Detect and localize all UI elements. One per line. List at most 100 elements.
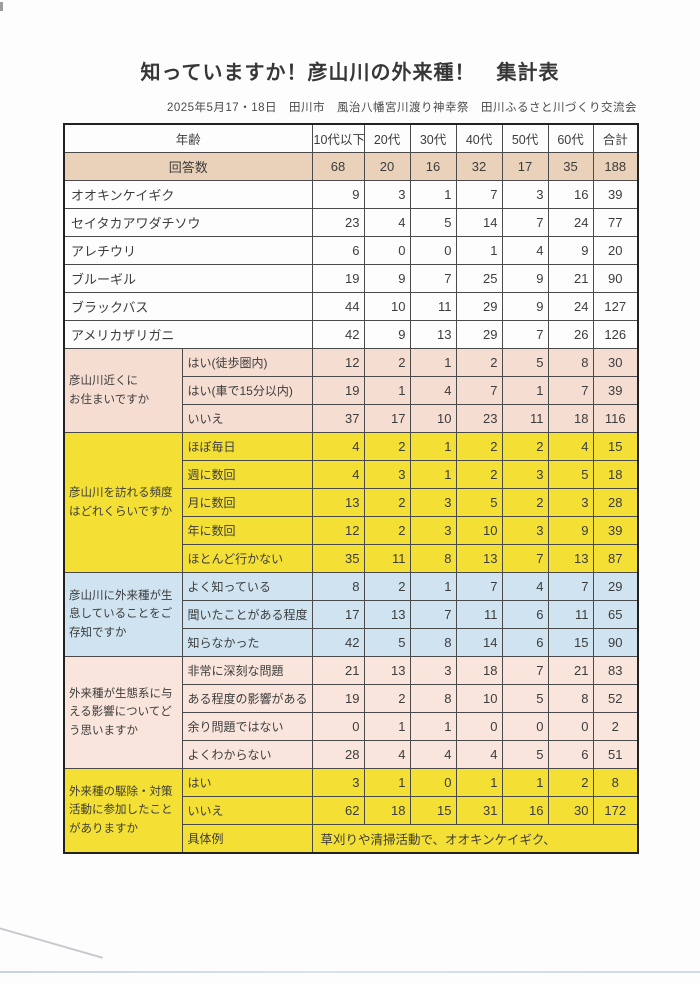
value-cell: 11 xyxy=(501,404,549,433)
value-cell: 5 xyxy=(547,460,594,489)
value-cell: 2 xyxy=(501,488,549,517)
value-cell: 1 xyxy=(455,768,503,797)
value-cell: 3 xyxy=(547,488,594,517)
question-cell: 彦山川近くに お住まいですか xyxy=(63,348,183,433)
answer-label: はい(徒歩圏内) xyxy=(181,348,313,377)
species-label: ブラックバス xyxy=(63,292,313,321)
age-column-header: 40代 xyxy=(455,123,503,153)
value-cell: 116 xyxy=(592,404,639,433)
value-cell: 172 xyxy=(592,796,639,825)
respondents-value: 188 xyxy=(592,152,639,181)
value-cell: 21 xyxy=(547,264,594,293)
value-cell: 7 xyxy=(409,264,457,293)
value-cell: 23 xyxy=(455,404,503,433)
value-cell: 15 xyxy=(592,432,639,461)
age-column-header: 60代 xyxy=(547,123,594,153)
value-cell: 11 xyxy=(547,600,594,629)
value-cell: 8 xyxy=(311,572,365,601)
answer-label: ほぼ毎日 xyxy=(181,432,313,461)
answer-label: 非常に深刻な問題 xyxy=(181,656,313,685)
value-cell: 4 xyxy=(409,740,457,769)
value-cell: 7 xyxy=(547,376,594,405)
question-group-row: 知らなかった 42 5 8 14 6 15 90 xyxy=(64,628,639,657)
value-cell: 29 xyxy=(592,572,639,601)
value-cell: 18 xyxy=(547,404,594,433)
value-cell: 8 xyxy=(409,544,457,573)
species-label: セイタカアワダチソウ xyxy=(63,208,313,237)
value-cell: 3 xyxy=(409,488,457,517)
value-cell: 19 xyxy=(311,376,365,405)
value-cell: 5 xyxy=(501,740,549,769)
value-cell: 2 xyxy=(363,572,411,601)
value-cell: 0 xyxy=(363,236,411,265)
value-cell: 20 xyxy=(592,236,639,265)
value-cell: 9 xyxy=(547,236,594,265)
question-group-row: 聞いたことがある程度 17 13 7 11 6 11 65 xyxy=(64,600,639,629)
value-cell: 23 xyxy=(311,208,365,237)
value-cell: 5 xyxy=(501,684,549,713)
value-cell: 21 xyxy=(311,656,365,685)
value-cell: 8 xyxy=(547,348,594,377)
value-cell: 5 xyxy=(363,628,411,657)
value-cell: 9 xyxy=(363,320,411,349)
value-cell: 8 xyxy=(547,684,594,713)
value-cell: 126 xyxy=(592,320,639,349)
value-cell: 14 xyxy=(455,208,503,237)
value-cell: 18 xyxy=(592,460,639,489)
value-cell: 9 xyxy=(311,180,365,209)
question-group-row: はい(車で15分以内) 19 1 4 7 1 7 39 xyxy=(64,376,639,405)
answer-label: 月に数回 xyxy=(181,488,313,517)
value-cell: 39 xyxy=(592,516,639,545)
value-cell: 30 xyxy=(547,796,594,825)
value-cell: 28 xyxy=(311,740,365,769)
question-group-row: 外来種の駆除・対策 活動に参加したこと がありますか はい 3 1 0 1 1 2 8 xyxy=(63,768,639,854)
value-cell: 1 xyxy=(409,348,457,377)
value-cell: 13 xyxy=(363,656,411,685)
species-label: ブルーギル xyxy=(63,264,313,293)
respondents-label: 回答数 xyxy=(63,152,313,181)
species-row: アレチウリ 6 0 0 1 4 9 20 xyxy=(63,236,639,265)
value-cell: 15 xyxy=(547,628,594,657)
value-cell: 2 xyxy=(592,712,639,741)
value-cell: 10 xyxy=(455,684,503,713)
value-cell: 6 xyxy=(547,740,594,769)
species-label: オオキンケイギク xyxy=(63,180,313,209)
question-group-row: よくわからない 28 4 4 4 5 6 51 xyxy=(64,740,639,769)
value-cell: 28 xyxy=(592,488,639,517)
value-cell: 4 xyxy=(363,208,411,237)
value-cell: 9 xyxy=(363,264,411,293)
value-cell: 18 xyxy=(455,656,503,685)
value-cell: 17 xyxy=(311,600,365,629)
value-cell: 14 xyxy=(455,628,503,657)
value-cell: 19 xyxy=(311,264,365,293)
value-cell: 5 xyxy=(455,488,503,517)
age-column-header: 30代 xyxy=(409,123,457,153)
value-cell: 1 xyxy=(409,460,457,489)
question-group-row: 具体例 草刈りや清掃活動で、オオキンケイギク、 xyxy=(64,824,639,854)
value-cell: 6 xyxy=(501,628,549,657)
age-column-header: 50代 xyxy=(501,123,549,153)
value-cell: 9 xyxy=(547,516,594,545)
scan-artifact-bottom-edge xyxy=(0,971,700,973)
value-cell: 2 xyxy=(455,460,503,489)
value-cell: 29 xyxy=(455,320,503,349)
value-cell: 7 xyxy=(501,656,549,685)
species-row: アメリカザリガニ 42 9 13 29 7 26 126 xyxy=(63,320,639,349)
species-row: オオキンケイギク 9 3 1 7 3 16 39 xyxy=(63,180,639,209)
value-cell: 65 xyxy=(592,600,639,629)
question-group-row: 月に数回 13 2 3 5 2 3 28 xyxy=(64,488,639,517)
value-cell: 12 xyxy=(311,516,365,545)
value-cell: 15 xyxy=(409,796,457,825)
value-cell: 3 xyxy=(311,768,365,797)
respondents-row: 回答数 68 20 16 32 17 35 188 xyxy=(63,152,639,181)
value-cell: 4 xyxy=(501,236,549,265)
answer-label: 年に数回 xyxy=(181,516,313,545)
value-cell: 42 xyxy=(311,320,365,349)
value-cell: 7 xyxy=(455,376,503,405)
value-cell: 0 xyxy=(311,712,365,741)
answer-label: 聞いたことがある程度 xyxy=(181,600,313,629)
value-cell: 0 xyxy=(501,712,549,741)
value-cell: 7 xyxy=(455,572,503,601)
value-cell: 3 xyxy=(501,460,549,489)
value-cell: 7 xyxy=(455,180,503,209)
